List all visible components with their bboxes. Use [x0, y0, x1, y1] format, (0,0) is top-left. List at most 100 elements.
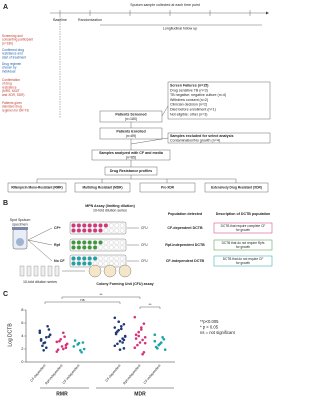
well	[119, 240, 125, 245]
point	[116, 330, 119, 333]
point	[48, 333, 52, 337]
y-tick-label: 0	[21, 359, 24, 364]
failures: Screen Failures (n=15)Drug sensitive TB …	[170, 83, 226, 116]
column-header: Population detected	[168, 212, 202, 216]
point	[162, 337, 166, 341]
note-line: regimen for DR-TB	[2, 108, 29, 112]
point	[138, 341, 142, 344]
point	[118, 348, 122, 351]
point	[143, 336, 147, 339]
well	[76, 261, 82, 266]
well	[76, 228, 82, 233]
note-line: and XDR, SDR)	[2, 93, 25, 97]
well	[87, 223, 92, 228]
point	[122, 338, 126, 342]
box-title: Patients Enrolled	[116, 129, 145, 133]
header: Sputum sample collected at each time poi…	[130, 3, 200, 7]
point	[142, 350, 146, 354]
figure: A Sputum sample collected at each time p…	[2, 3, 273, 397]
cfu-label: CFU	[141, 259, 148, 263]
well	[92, 228, 98, 233]
legend-text: * p < 0.05	[200, 325, 219, 330]
point	[113, 316, 117, 320]
description: DCTB that do not require CF	[223, 257, 264, 261]
well	[114, 223, 119, 228]
point	[158, 342, 162, 346]
box-title: Screen Failures (n=15)	[170, 83, 209, 87]
legend-text: **p<0.005	[200, 319, 219, 324]
well	[119, 228, 125, 233]
connector	[161, 105, 169, 117]
annotation: ns	[80, 297, 84, 302]
point	[39, 339, 43, 342]
y-tick-label: 8	[21, 307, 24, 312]
point	[156, 347, 159, 350]
box-text: Died before enrollment (n=1)	[170, 107, 216, 111]
well	[71, 228, 76, 233]
well	[82, 261, 87, 266]
medium-label: Rpf	[54, 243, 61, 247]
box-text: Not eligible: other (n=3)	[170, 112, 207, 116]
description: for growth	[236, 245, 250, 249]
well	[71, 256, 76, 261]
well	[71, 245, 76, 250]
point	[58, 339, 61, 343]
followup-label: Longitudinal follow up	[163, 26, 198, 30]
annotation: **	[99, 292, 103, 297]
well	[92, 245, 98, 250]
point	[55, 350, 59, 353]
cfu-label: CFU	[141, 243, 148, 247]
point	[113, 326, 117, 329]
point	[56, 348, 60, 351]
box-title: Drug Resistance profiles	[110, 169, 152, 173]
box-title: Patients Screened	[115, 112, 146, 116]
point	[142, 322, 146, 325]
point	[116, 342, 119, 346]
well	[92, 223, 98, 228]
point	[62, 331, 65, 335]
point	[122, 323, 126, 326]
well	[87, 245, 92, 250]
split-arrows	[27, 227, 53, 262]
point	[120, 324, 123, 328]
point	[60, 345, 64, 348]
chart: 02468CF-dependentRpf-independentCF-indep…	[21, 292, 235, 397]
box-text: TB negative: negative culture (n=4)	[170, 93, 226, 97]
note-line: Screening and	[2, 34, 23, 38]
box-text: Clinician decision (n=2)	[170, 103, 207, 107]
population: CF-dependent DCTB	[167, 226, 203, 230]
box	[204, 182, 269, 193]
well	[114, 261, 119, 266]
point	[136, 343, 139, 347]
panel-label: C	[3, 291, 8, 298]
point	[118, 339, 122, 343]
point	[161, 336, 164, 339]
well	[119, 256, 125, 261]
well	[87, 261, 92, 266]
point	[133, 346, 137, 350]
point	[134, 333, 138, 337]
box-text: Withdrew consent (n=2)	[170, 98, 208, 102]
well	[109, 228, 114, 233]
x-tick-label: CF-dependent	[29, 364, 46, 383]
note-line: chosen by	[2, 66, 17, 70]
cfu-label: CFU	[141, 226, 148, 230]
point	[113, 344, 117, 348]
well	[109, 223, 114, 228]
well	[76, 245, 82, 250]
dilution-tubes	[19, 264, 132, 278]
box-text: (n=89)	[126, 134, 137, 138]
well	[92, 256, 98, 261]
well	[76, 223, 82, 228]
note-line: individual	[2, 69, 16, 73]
point	[80, 350, 83, 354]
x-tick-label: CF-dependent	[104, 364, 121, 383]
box-title: Pre-XDR	[161, 185, 175, 189]
x-tick-label: CF-independent	[62, 364, 81, 385]
point	[141, 338, 144, 342]
specimen-label: specimen	[12, 222, 27, 226]
point	[137, 334, 140, 338]
well	[87, 240, 92, 245]
point	[45, 336, 48, 339]
y-tick-label: 2	[21, 346, 24, 351]
